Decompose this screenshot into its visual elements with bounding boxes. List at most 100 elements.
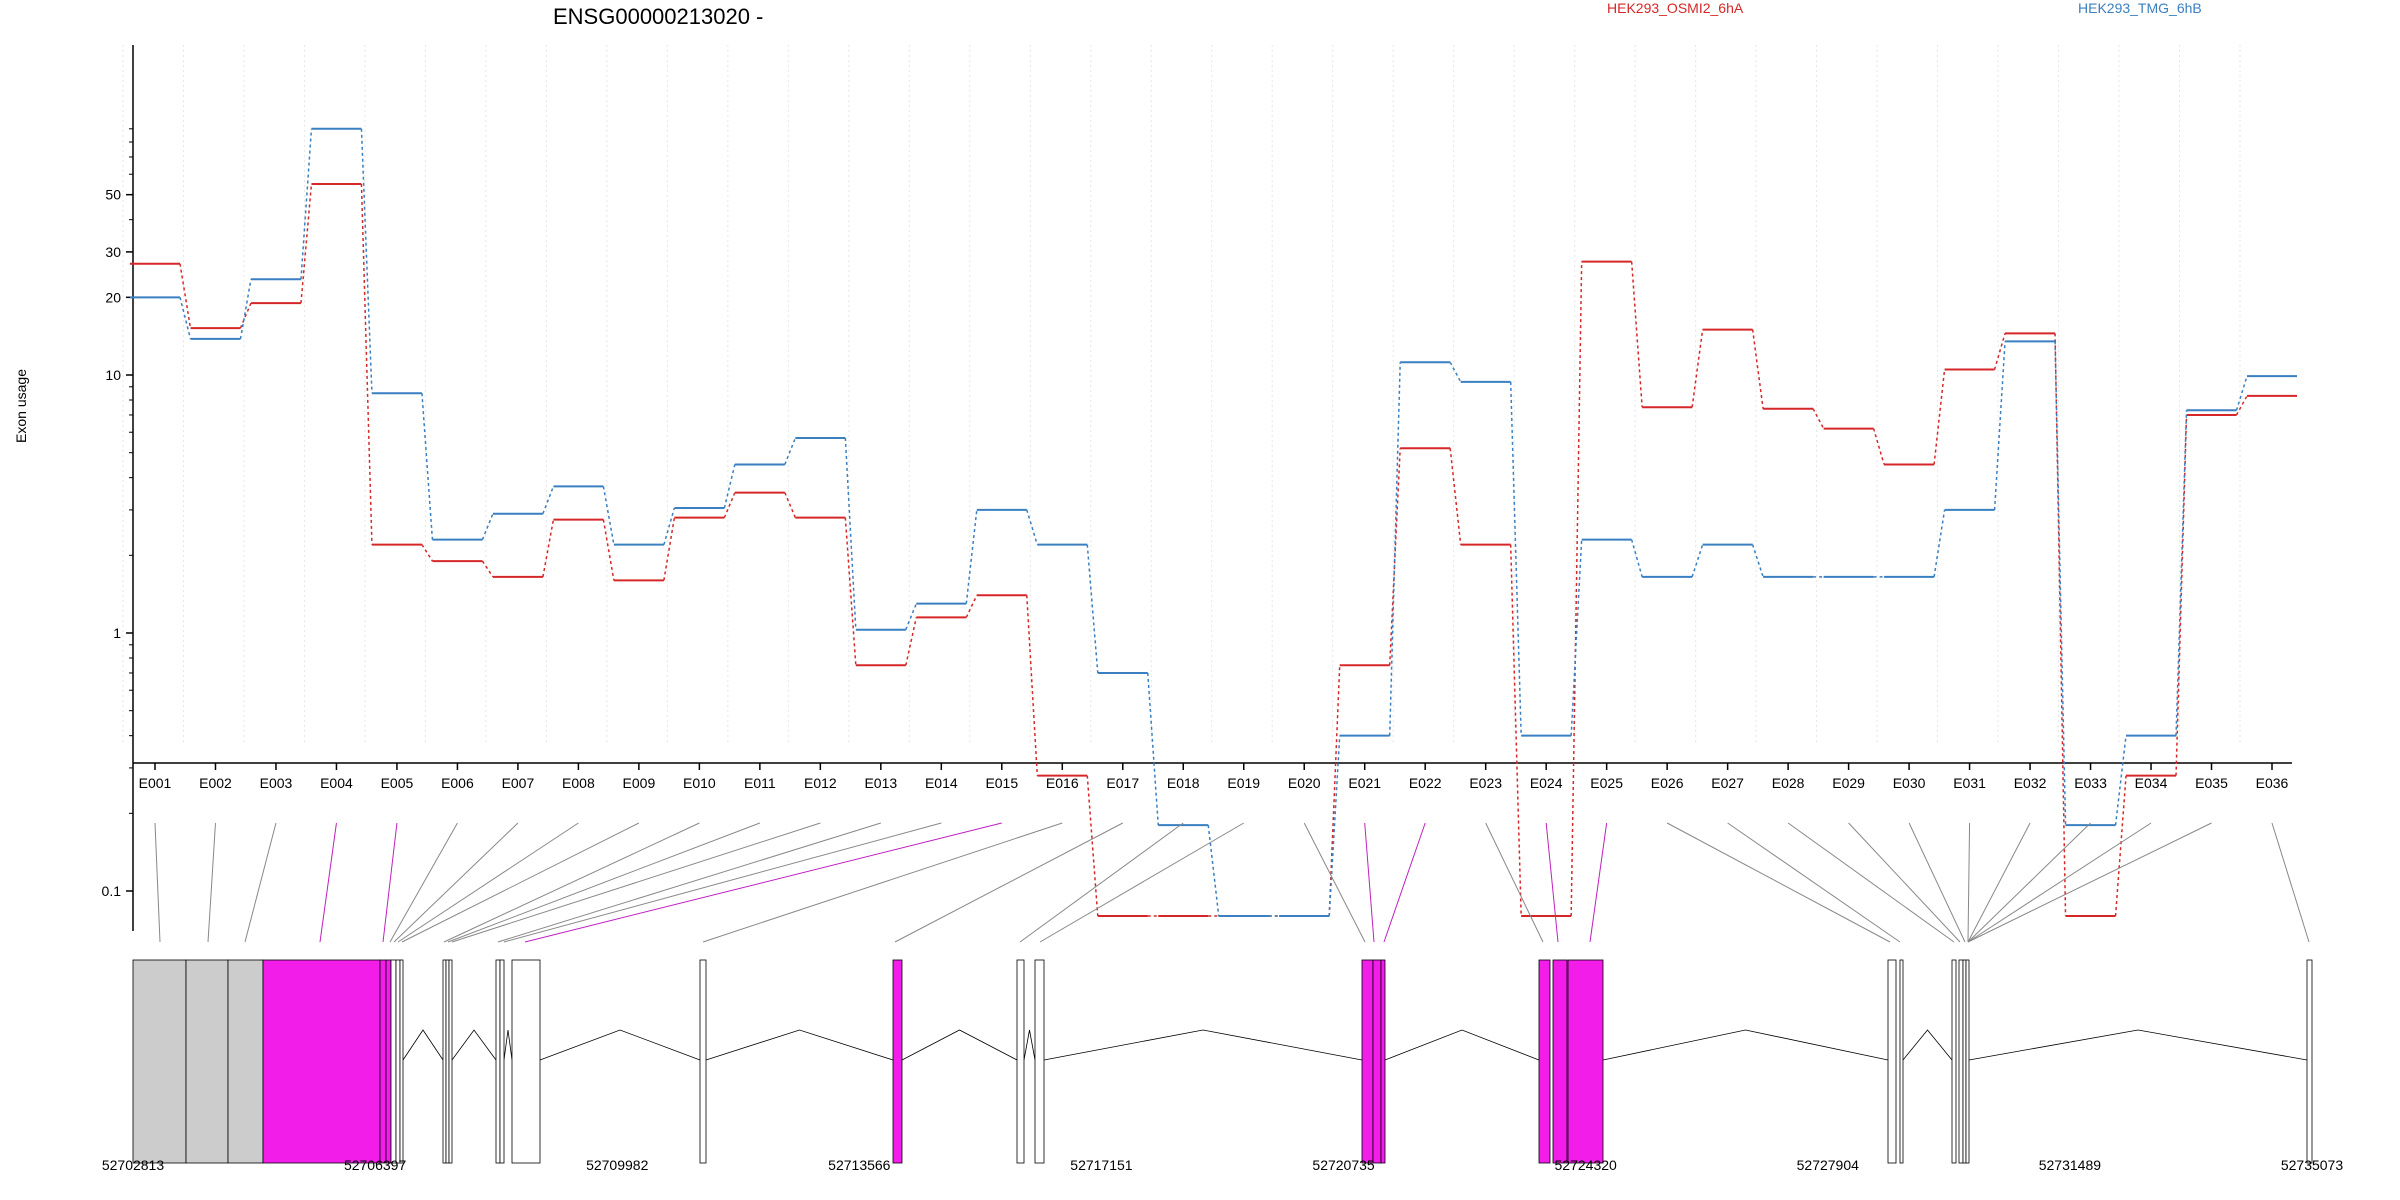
- series-connector: [844, 437, 857, 630]
- series-connector: [1630, 539, 1643, 578]
- genomic-coordinate-axis: 52702813 52706397 52709982 52713566 52717151…: [102, 1157, 2344, 1173]
- series-connector: [1449, 448, 1462, 545]
- series-connector: [844, 517, 857, 666]
- y-tick-label: 1: [113, 625, 121, 641]
- coordinate-label: 52727904: [1797, 1157, 1860, 1173]
- x-tick-label: E004: [320, 775, 353, 791]
- exon-box: [1361, 959, 1374, 1164]
- series-connector: [784, 437, 797, 465]
- exon-box: [1016, 959, 1025, 1164]
- connector-line: [894, 822, 1124, 943]
- exon-box: [262, 959, 381, 1164]
- series-lines: [130, 127, 2297, 918]
- series-connector: [481, 560, 494, 578]
- series-connector: [2114, 775, 2127, 917]
- exon-box: [1380, 959, 1386, 1164]
- connector-line: [1727, 822, 1901, 943]
- series-connector: [239, 302, 252, 329]
- x-tick-label: E035: [2195, 775, 2228, 791]
- exon-box: [699, 959, 707, 1164]
- connector-line: [1967, 822, 1971, 943]
- connector-line: [1364, 822, 1375, 943]
- connector-line: [1967, 822, 2212, 943]
- exon-box: [1372, 959, 1382, 1164]
- coordinate-label: 52706397: [344, 1157, 407, 1173]
- exon-box: [1538, 959, 1551, 1164]
- series-connector: [1933, 509, 1946, 578]
- series-connector: [663, 517, 676, 581]
- x-tick-label: E001: [139, 775, 172, 791]
- series-connector: [1570, 261, 1583, 917]
- x-tick-label: E033: [2074, 775, 2107, 791]
- x-tick-label: E032: [2014, 775, 2047, 791]
- gene-model: [132, 959, 2313, 1164]
- connector-line: [1019, 822, 1184, 943]
- x-tick-label: E009: [623, 775, 656, 791]
- coordinate-label: 52720735: [1312, 1157, 1375, 1173]
- exon-box: [132, 959, 187, 1164]
- series-connector: [2175, 410, 2188, 736]
- exon-box: [1962, 959, 1967, 1164]
- x-tick-label: E015: [985, 775, 1018, 791]
- x-tick-label: E019: [1227, 775, 1260, 791]
- coordinate-label: 52717151: [1070, 1157, 1133, 1173]
- intron: [1902, 1029, 1953, 1061]
- connector-line: [702, 822, 1063, 943]
- series-connector: [2235, 395, 2248, 416]
- connector-line: [1967, 822, 2031, 943]
- series-connector: [965, 509, 978, 604]
- series-connector: [663, 507, 676, 545]
- y-axis-label: Exon usage: [13, 369, 29, 443]
- connector-line: [1908, 822, 1966, 943]
- series-connector: [1388, 362, 1401, 736]
- intron: [503, 1029, 513, 1061]
- x-tick-label: E028: [1772, 775, 1805, 791]
- x-tick-label: E024: [1530, 775, 1563, 791]
- exon-box: [1958, 959, 1964, 1164]
- connector-line: [397, 822, 579, 943]
- series-connector: [2054, 341, 2067, 826]
- x-tick-label: E006: [441, 775, 474, 791]
- x-tick-label: E012: [804, 775, 837, 791]
- series-connector: [784, 492, 797, 518]
- x-tick-label: E005: [381, 775, 414, 791]
- x-tick-label: E013: [864, 775, 897, 791]
- intron: [901, 1029, 1018, 1061]
- x-tick-label: E029: [1832, 775, 1865, 791]
- exon-box: [511, 959, 541, 1164]
- connector-line: [524, 822, 1002, 943]
- series-connector: [1328, 735, 1341, 917]
- exon-box: [495, 959, 501, 1164]
- connector-line: [1545, 822, 1559, 943]
- connector-line: [451, 822, 821, 943]
- series-connector: [421, 393, 434, 540]
- connector-line: [1303, 822, 1366, 943]
- y-tick-label: 30: [105, 244, 121, 260]
- y-tick-label: 0.1: [102, 883, 122, 899]
- intron: [451, 1029, 497, 1061]
- series-connector: [2114, 735, 2127, 826]
- coordinate-label: 52702813: [102, 1157, 165, 1173]
- exon-box: [379, 959, 387, 1164]
- series-connector: [1509, 381, 1522, 736]
- x-tick-label: E014: [925, 775, 958, 791]
- exon-box: [395, 959, 401, 1164]
- y-tick-label: 50: [105, 187, 121, 203]
- connector-line: [447, 822, 761, 943]
- series-connector: [300, 128, 313, 280]
- exon-box: [390, 959, 397, 1164]
- series-connector: [723, 492, 736, 518]
- connector-line: [503, 822, 942, 943]
- exon-box: [1887, 959, 1897, 1164]
- exon-box: [1965, 959, 1970, 1164]
- x-tick-label: E008: [562, 775, 595, 791]
- coordinate-label: 52709982: [586, 1157, 649, 1173]
- exon-connector-lines: [154, 822, 2310, 943]
- x-tick-label: E034: [2135, 775, 2168, 791]
- connector-line: [207, 822, 216, 943]
- series-connector: [905, 617, 918, 666]
- intron: [539, 1029, 701, 1061]
- vertical-grid: [122, 45, 2241, 745]
- intron: [1043, 1029, 1363, 1061]
- x-tick-label: E011: [744, 775, 776, 791]
